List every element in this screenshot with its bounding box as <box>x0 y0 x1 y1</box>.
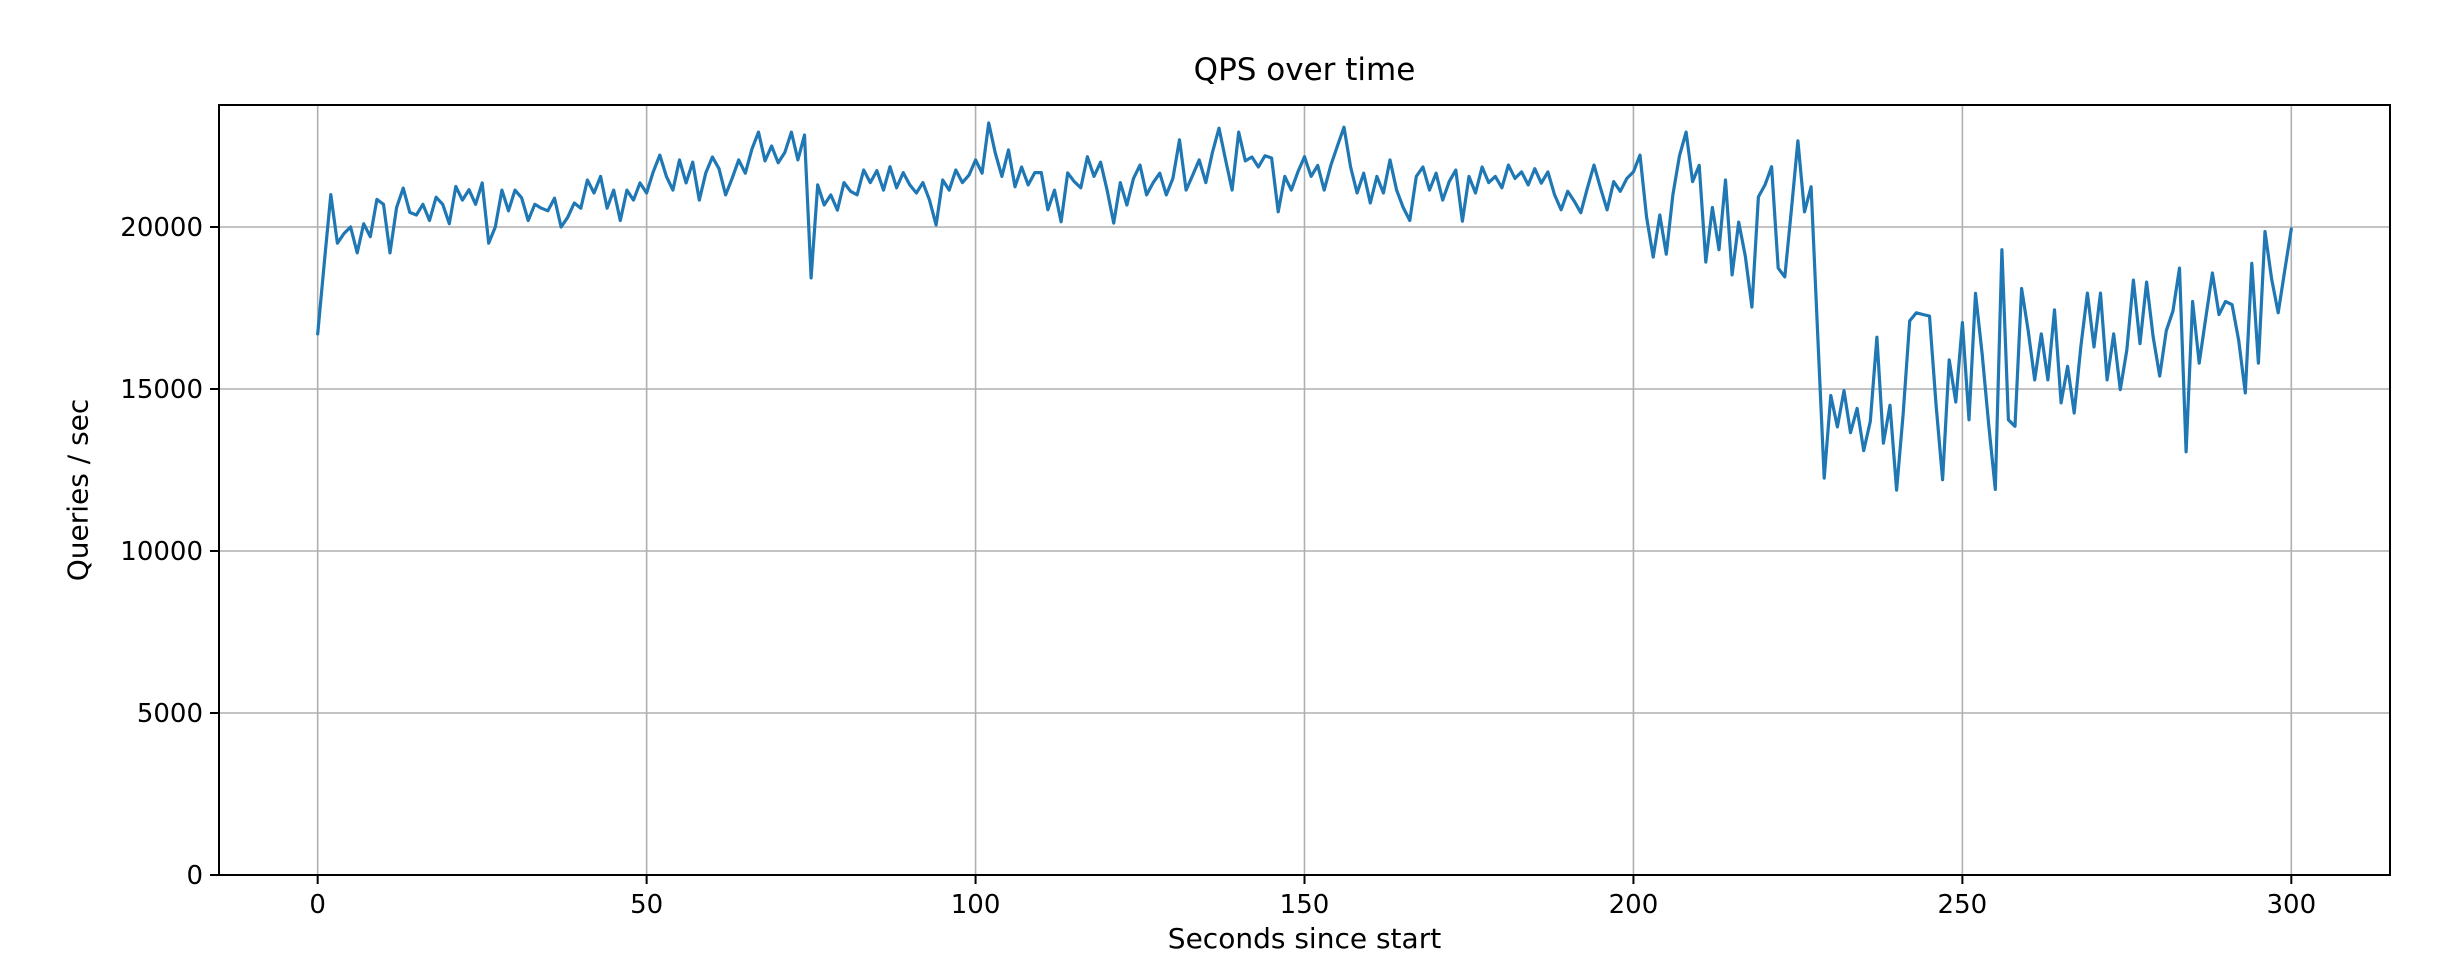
plot-border <box>218 104 2391 876</box>
y-axis-label: Queries / sec <box>61 398 95 582</box>
y-tick-label: 15000 <box>120 375 203 405</box>
x-tick-label: 200 <box>1609 890 1659 920</box>
x-tick-label: 300 <box>2266 890 2316 920</box>
x-tick-labels: 0 50 100 150 200 250 300 <box>309 890 2316 920</box>
x-tick-label: 100 <box>951 890 1001 920</box>
axis-ticks <box>210 225 2293 884</box>
y-tick-label: 20000 <box>120 213 203 243</box>
y-tick-labels: 0 5000 10000 15000 20000 <box>120 213 203 891</box>
y-tick-label: 0 <box>186 861 203 891</box>
qps-line-series <box>316 121 2293 492</box>
x-tick-label: 250 <box>1938 890 1988 920</box>
y-tick-label: 5000 <box>137 699 203 729</box>
x-tick-label: 50 <box>630 890 663 920</box>
qps-polyline <box>316 121 2293 492</box>
x-axis-label: Seconds since start <box>1167 922 1442 955</box>
y-tick-label: 10000 <box>120 537 203 567</box>
x-tick-label: 150 <box>1280 890 1330 920</box>
x-tick-label: 0 <box>309 890 326 920</box>
gridlines <box>219 105 2390 875</box>
chart-title: QPS over time <box>1193 52 1416 88</box>
